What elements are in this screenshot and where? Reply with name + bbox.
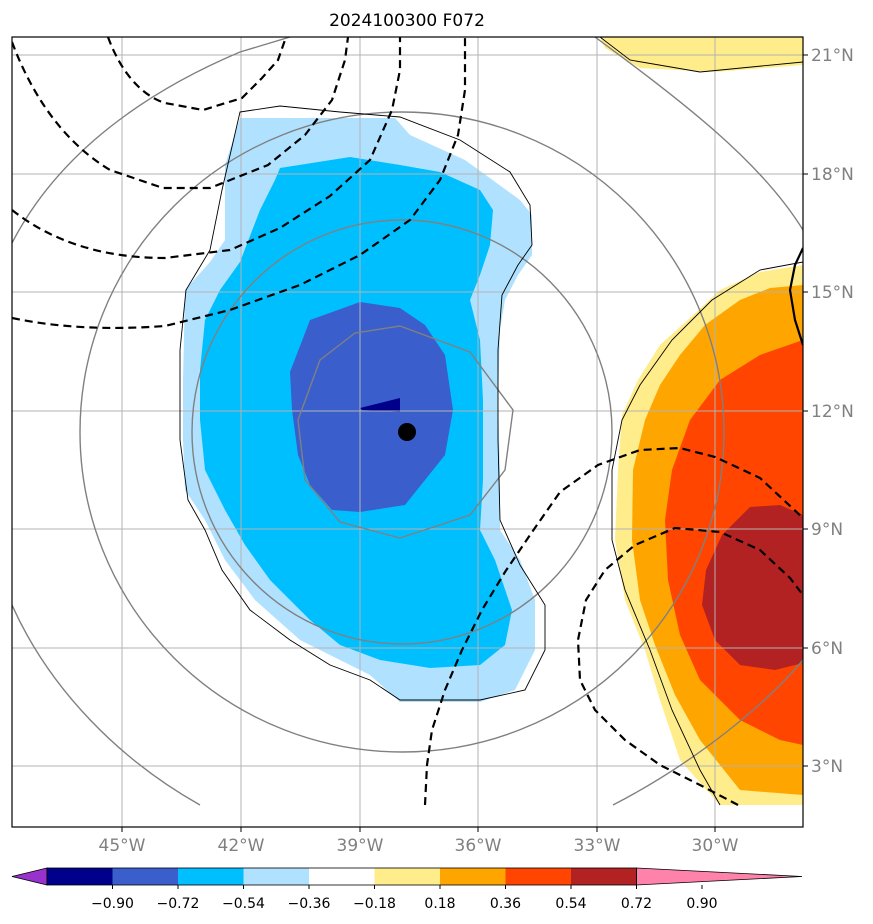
colorbar-segment	[47, 868, 113, 885]
colorbar: −0.90 −0.72 −0.54 −0.36 −0.18 0.18 0.36 0.54 0.7…	[11, 867, 803, 912]
colorbar-labels: −0.90 −0.72 −0.54 −0.36 −0.18 0.18 0.36 0.54 0.7…	[91, 885, 718, 912]
lon-label-45w: 45°W	[99, 836, 146, 856]
solid-black-contour	[788, 247, 803, 346]
colorbar-tick-label: 0.54	[555, 896, 586, 912]
lat-label-15n: 15°N	[811, 283, 854, 303]
lat-label-21n: 21°N	[811, 46, 854, 66]
lon-label-36w: 36°W	[455, 836, 502, 856]
latitude-labels: 21°N 18°N 15°N 12°N 9°N 6°N 3°N	[811, 46, 854, 777]
longitude-labels: 45°W 42°W 39°W 36°W 33°W 30°W	[99, 836, 739, 856]
gray-contour-4	[12, 37, 291, 244]
black-outline-contours	[179, 37, 803, 806]
lat-label-3n: 3°N	[811, 757, 843, 777]
outline-warm-top	[599, 37, 803, 73]
dashed-contour-6	[576, 526, 803, 806]
colorbar-segment	[440, 868, 506, 885]
lon-label-39w: 39°W	[337, 836, 384, 856]
dashed-contour-2	[12, 37, 350, 190]
lat-label-12n: 12°N	[811, 402, 854, 422]
colorbar-segment	[243, 868, 309, 885]
gray-contour-2	[191, 219, 613, 645]
colorbar-tick-label: 0.72	[621, 896, 652, 912]
colorbar-segments	[11, 867, 803, 886]
outline-warm-region	[611, 261, 803, 806]
lat-label-9n: 9°N	[811, 520, 843, 540]
colorbar-segment	[178, 868, 244, 885]
dashed-contour-3	[12, 37, 402, 260]
colorbar-segment	[571, 868, 637, 885]
dashed-contour-1	[106, 37, 288, 112]
colorbar-tick-label: 0.18	[424, 896, 455, 912]
colorbar-tick-label: −0.36	[288, 896, 331, 912]
colorbar-tick-label: −0.54	[222, 896, 265, 912]
colorbar-segment	[112, 868, 178, 885]
gray-contours	[12, 37, 803, 806]
gray-contour-7	[612, 659, 803, 806]
colorbar-frame	[46, 867, 637, 886]
lon-label-42w: 42°W	[218, 836, 265, 856]
colorbar-tick-label: 0.90	[686, 896, 717, 912]
gray-contour-6	[594, 37, 803, 231]
gray-contour-3	[79, 111, 725, 753]
gray-contour-5	[12, 604, 201, 806]
lon-label-33w: 33°W	[574, 836, 621, 856]
shading-navy	[360, 398, 400, 412]
lon-label-30w: 30°W	[692, 836, 739, 856]
dashed-contour-4	[12, 37, 467, 330]
map-panel	[12, 37, 803, 827]
tick-marks	[121, 54, 808, 832]
map-frame	[11, 36, 804, 828]
dashed-contours	[12, 37, 803, 806]
shading-firebrick	[702, 505, 803, 670]
colorbar-extend-right	[636, 867, 803, 886]
gridlines	[12, 37, 803, 827]
lat-label-18n: 18°N	[811, 165, 854, 185]
storm-center-marker	[398, 423, 416, 441]
outline-blue-region	[179, 105, 546, 701]
colorbar-tick-label: −0.72	[157, 896, 200, 912]
colorbar-segment	[309, 868, 375, 885]
colorbar-segment	[374, 868, 440, 885]
gray-contour-1	[297, 325, 514, 539]
lat-label-6n: 6°N	[811, 639, 843, 659]
colorbar-tick-label: −0.18	[353, 896, 396, 912]
colorbar-tick-label: 0.36	[490, 896, 521, 912]
colorbar-tick-label: −0.90	[91, 896, 134, 912]
figure-title: 2024100300 F072	[329, 11, 485, 31]
colorbar-extend-left	[11, 867, 48, 886]
colorbar-segment	[505, 868, 571, 885]
